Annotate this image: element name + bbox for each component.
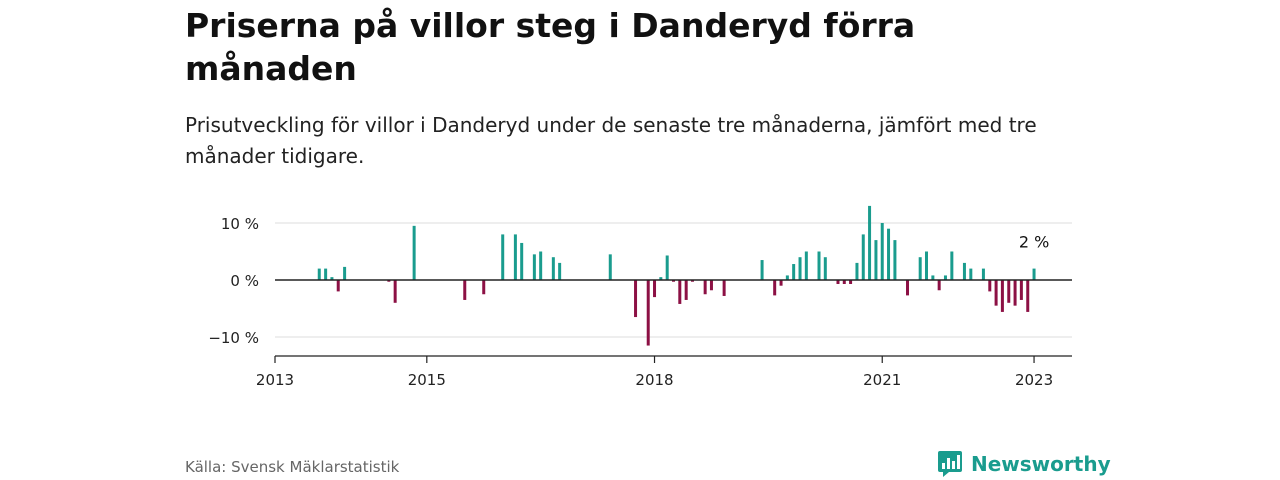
bar [659, 277, 663, 280]
bar [703, 280, 707, 295]
bar [412, 225, 416, 280]
value-annotation: 2 % [1019, 233, 1049, 252]
bar [842, 280, 846, 284]
bar [558, 262, 562, 280]
chart-subtitle: Prisutveckling för villor i Danderyd und… [185, 113, 1037, 168]
bar [792, 264, 796, 280]
bar [1026, 280, 1030, 312]
bar [1032, 268, 1036, 280]
bar [722, 280, 726, 296]
bar-chart: 10 % 0 % −10 % 2013 2015 2018 2021 2023 2 % [208, 205, 1072, 389]
tick-labels: 10 % 0 % −10 % 2013 2015 2018 2021 2023 2 % [208, 215, 1053, 389]
bar [343, 266, 347, 280]
bar [823, 257, 827, 280]
bars [317, 205, 1036, 346]
bar [785, 275, 789, 280]
bar [817, 251, 821, 280]
bar [665, 255, 669, 280]
bar [773, 280, 777, 296]
bar [653, 280, 657, 298]
chart-title: Priserna på villor steg i Danderyd förra… [185, 6, 916, 88]
axes [274, 279, 1072, 363]
bar [855, 262, 859, 280]
bar [943, 275, 947, 280]
bar [324, 268, 328, 280]
bar [317, 268, 321, 280]
bar [672, 280, 675, 282]
brand-logo[interactable]: Newsworthy [937, 449, 1111, 479]
x-tick-label: 2018 [635, 371, 673, 389]
bar [937, 280, 941, 291]
bar [849, 280, 853, 284]
bar [994, 280, 998, 306]
bar [950, 251, 954, 280]
bar [868, 205, 872, 280]
bar [678, 280, 682, 304]
bar [861, 234, 865, 280]
bar [330, 277, 334, 280]
x-tick-label: 2015 [408, 371, 446, 389]
bar [539, 251, 543, 280]
brand-name: Newsworthy [971, 452, 1111, 476]
x-tick-label: 2021 [863, 371, 901, 389]
y-tick-label: −10 % [208, 329, 259, 347]
bar [1019, 280, 1023, 300]
bar [931, 275, 935, 280]
bar [690, 280, 694, 282]
bar [836, 280, 840, 284]
bar [336, 280, 340, 292]
x-tick-label: 2013 [256, 371, 294, 389]
bar [501, 234, 505, 280]
bar [646, 280, 650, 346]
bar [880, 223, 884, 280]
bar [887, 228, 891, 280]
bar [981, 268, 985, 280]
newsworthy-chart-logo-icon [938, 451, 962, 477]
y-tick-label: 10 % [221, 215, 259, 233]
bar [906, 280, 910, 296]
grid-lines [275, 222, 1072, 338]
bar [779, 280, 783, 286]
bar [551, 257, 555, 280]
bar [1007, 280, 1011, 303]
bar [520, 242, 524, 280]
bar [532, 254, 536, 280]
bar [709, 280, 713, 291]
bar [798, 257, 802, 280]
x-tick-label: 2023 [1015, 371, 1053, 389]
bar [608, 254, 612, 280]
bar [684, 280, 688, 300]
bar [387, 280, 391, 282]
bar [463, 280, 467, 300]
source-note: Källa: Svensk Mäklarstatistik [185, 458, 400, 476]
bar [918, 257, 922, 280]
bar [1000, 280, 1004, 312]
bar [988, 280, 992, 292]
bar [893, 240, 897, 280]
bar [634, 280, 638, 318]
bar [924, 251, 928, 280]
bar [1013, 280, 1017, 306]
bar [393, 280, 397, 303]
bar [513, 234, 517, 280]
bar [482, 280, 486, 295]
bar [969, 268, 973, 280]
y-tick-label: 0 % [230, 272, 259, 290]
bar [962, 262, 966, 280]
bar [804, 251, 808, 280]
bar [760, 260, 764, 280]
bar [874, 240, 878, 280]
